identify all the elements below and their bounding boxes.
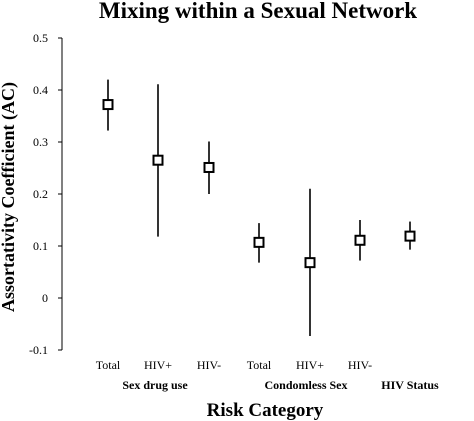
x-category-label: HIV+ — [144, 358, 172, 372]
x-category-label: HIV+ — [296, 358, 324, 372]
data-point-marker — [102, 99, 114, 111]
x-category-label: Total — [96, 358, 121, 372]
data-point-marker — [203, 161, 215, 173]
data-point-marker — [404, 230, 416, 242]
y-tick-label: 0.1 — [33, 239, 48, 253]
y-tick-label: -0.1 — [29, 343, 48, 357]
x-category-label: HIV- — [197, 358, 221, 372]
data-point-marker — [304, 257, 316, 269]
data-point-marker — [253, 236, 265, 248]
x-group-label: Condomless Sex — [264, 378, 347, 392]
x-axis-label: Risk Category — [207, 400, 324, 421]
x-group-label: Sex drug use — [122, 378, 188, 392]
y-tick-label: 0.5 — [33, 31, 48, 45]
y-tick-label: 0.4 — [33, 83, 48, 97]
x-axis-group-labels: Sex drug use Condomless Sex HIV Status — [122, 378, 439, 392]
x-category-label: HIV- — [348, 358, 372, 372]
x-category-label: Total — [247, 358, 272, 372]
y-axis-ticks: -0.1 0 0.1 0.2 0.3 0.4 0.5 — [29, 31, 62, 357]
data-markers — [102, 79, 416, 336]
data-point-marker — [152, 154, 164, 166]
chart-title: Mixing within a Sexual Network — [99, 0, 417, 23]
x-axis-category-labels: Total HIV+ HIV- Total HIV+ HIV- — [96, 358, 372, 372]
y-tick-label: 0.3 — [33, 135, 48, 149]
data-point-marker — [354, 234, 366, 246]
y-tick-label: 0 — [42, 291, 48, 305]
y-axis-label: Assortativity Coefficient (AC) — [0, 82, 19, 312]
y-tick-label: 0.2 — [33, 187, 48, 201]
x-group-label: HIV Status — [381, 378, 439, 392]
